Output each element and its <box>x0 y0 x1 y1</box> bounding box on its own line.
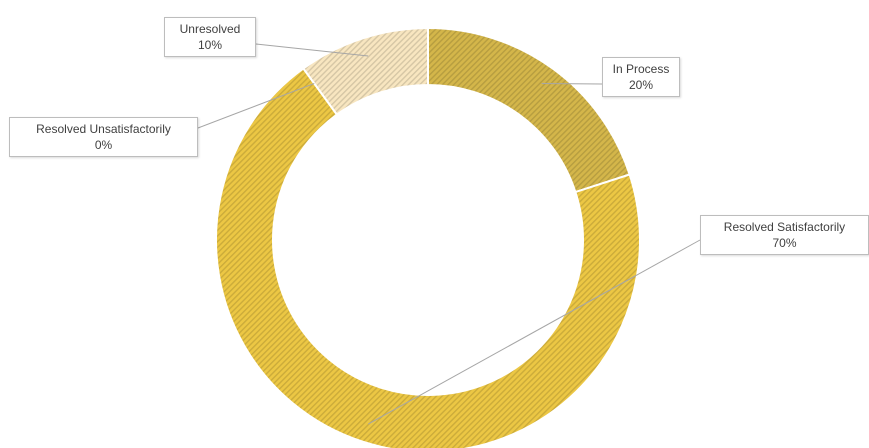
label-unresolved-name: Unresolved <box>179 22 241 36</box>
label-resolved-unsatisfactorily: Resolved Unsatisfactorily 0% <box>9 117 198 157</box>
label-resolved-satisfactorily-name: Resolved Satisfactorily <box>723 220 846 234</box>
slice-unresolved <box>301 26 429 116</box>
slices-group <box>215 26 641 448</box>
label-unresolved: Unresolved 10% <box>164 17 256 57</box>
leader-resolved-unsatisfactorily <box>197 82 315 129</box>
leader-resolved-satisfactorily <box>367 239 701 425</box>
label-unresolved-value: 10% <box>197 38 223 52</box>
slice-resolved-satisfactorily <box>215 67 641 448</box>
label-in-process-name: In Process <box>612 62 670 76</box>
leader-in-process <box>541 82 603 85</box>
label-resolved-satisfactorily: Resolved Satisfactorily 70% <box>700 215 869 255</box>
label-resolved-unsatisfactorily-value: 0% <box>94 138 113 152</box>
leader-unresolved <box>255 43 369 57</box>
label-in-process-value: 20% <box>628 78 654 92</box>
label-resolved-unsatisfactorily-name: Resolved Unsatisfactorily <box>36 122 171 136</box>
label-in-process: In Process 20% <box>602 57 680 97</box>
leader-lines <box>197 43 701 425</box>
label-resolved-satisfactorily-value: 70% <box>772 236 797 250</box>
slice-in-process <box>427 26 631 194</box>
